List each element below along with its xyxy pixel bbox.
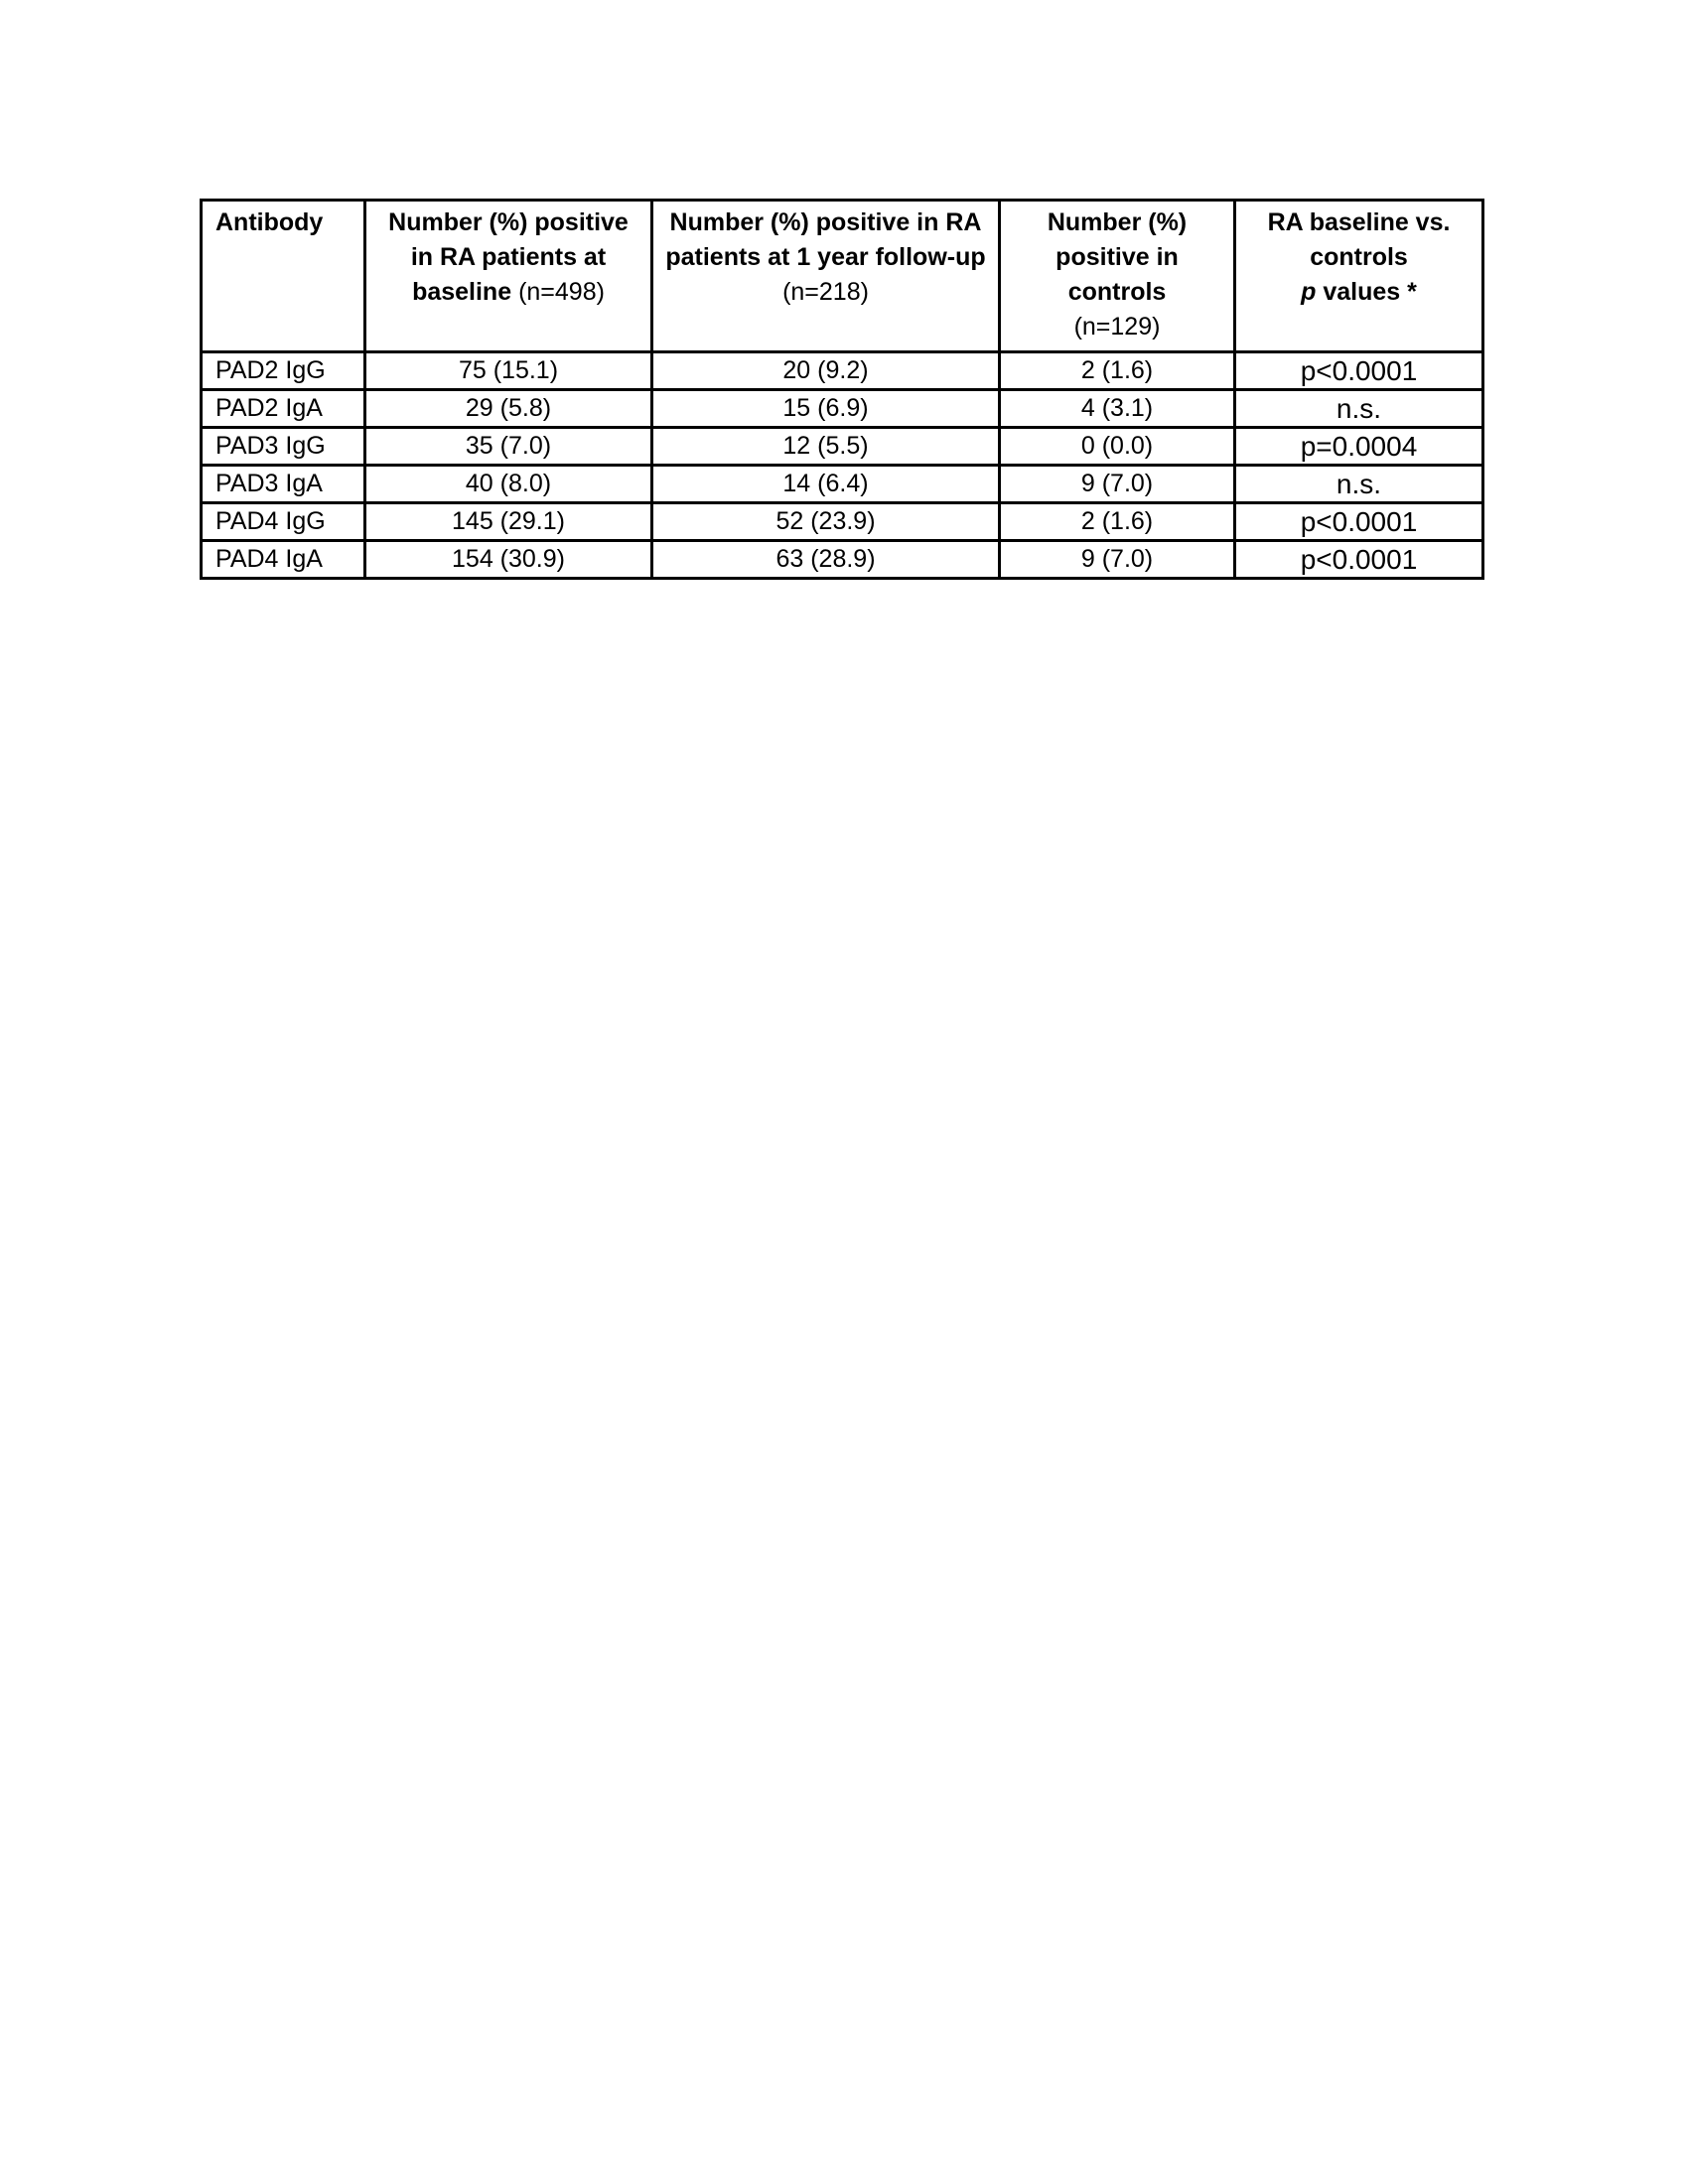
- cell-antibody: PAD3 IgG: [200, 426, 366, 467]
- cell-pvalue: n.s.: [1233, 464, 1484, 504]
- cell-baseline: 29 (5.8): [363, 388, 653, 429]
- table-row: PAD3 IgA 40 (8.0) 14 (6.4) 9 (7.0) n.s.: [200, 464, 1484, 504]
- baseline-value: 29 (5.8): [465, 394, 552, 422]
- p-value: p=0.0004: [1300, 430, 1418, 462]
- p-value: n.s.: [1336, 468, 1382, 499]
- header-pvalues-line2: controls: [1310, 243, 1408, 271]
- controls-value: 2 (1.6): [1080, 356, 1154, 384]
- cell-pvalue: n.s.: [1233, 388, 1484, 429]
- header-antibody-label: Antibody: [215, 208, 324, 236]
- cell-controls: 2 (1.6): [998, 350, 1236, 391]
- cell-antibody: PAD2 IgG: [200, 350, 366, 391]
- baseline-value: 75 (15.1): [458, 356, 559, 384]
- cell-followup: 12 (5.5): [650, 426, 1001, 467]
- table-row: PAD4 IgA 154 (30.9) 63 (28.9) 9 (7.0) p<…: [200, 539, 1484, 580]
- cell-followup: 52 (23.9): [650, 501, 1001, 542]
- cell-baseline: 154 (30.9): [363, 539, 653, 580]
- column-header-controls: Number (%) positive in controls (n=129): [998, 199, 1236, 353]
- column-header-pvalues: RA baseline vs. controls p values *: [1233, 199, 1484, 353]
- cell-controls: 9 (7.0): [998, 539, 1236, 580]
- table-row: PAD2 IgA 29 (5.8) 15 (6.9) 4 (3.1) n.s.: [200, 388, 1484, 429]
- followup-value: 63 (28.9): [775, 545, 876, 573]
- header-controls-n-count: (n=129): [1073, 313, 1161, 341]
- followup-value: 14 (6.4): [782, 470, 869, 497]
- controls-value: 9 (7.0): [1080, 545, 1154, 573]
- cell-baseline: 40 (8.0): [363, 464, 653, 504]
- header-pvalues-line1: RA baseline vs.: [1267, 208, 1451, 236]
- antibody-label: PAD2 IgG: [215, 356, 326, 384]
- cell-followup: 14 (6.4): [650, 464, 1001, 504]
- cell-antibody: PAD3 IgA: [200, 464, 366, 504]
- header-baseline-line1: Number (%) positive: [388, 208, 629, 236]
- controls-value: 0 (0.0): [1080, 432, 1154, 460]
- cell-baseline: 145 (29.1): [363, 501, 653, 542]
- cell-antibody: PAD2 IgA: [200, 388, 366, 429]
- cell-followup: 20 (9.2): [650, 350, 1001, 391]
- cell-followup: 63 (28.9): [650, 539, 1001, 580]
- table-row: PAD4 IgG 145 (29.1) 52 (23.9) 2 (1.6) p<…: [200, 501, 1484, 542]
- antibody-label: PAD3 IgA: [215, 470, 323, 497]
- antibody-label: PAD4 IgG: [215, 507, 326, 535]
- cell-controls: 0 (0.0): [998, 426, 1236, 467]
- cell-baseline: 35 (7.0): [363, 426, 653, 467]
- p-value: p<0.0001: [1300, 543, 1418, 575]
- header-controls-line2: positive in: [1055, 243, 1179, 271]
- header-followup-n-count: (n=218): [782, 278, 869, 306]
- baseline-value: 40 (8.0): [465, 470, 552, 497]
- cell-controls: 2 (1.6): [998, 501, 1236, 542]
- cell-antibody: PAD4 IgG: [200, 501, 366, 542]
- cell-followup: 15 (6.9): [650, 388, 1001, 429]
- header-controls-line3: controls: [1067, 278, 1167, 306]
- baseline-value: 145 (29.1): [452, 507, 565, 535]
- p-value: p<0.0001: [1300, 354, 1418, 386]
- cell-antibody: PAD4 IgA: [200, 539, 366, 580]
- controls-value: 2 (1.6): [1080, 507, 1154, 535]
- header-controls-line1: Number (%): [1047, 208, 1188, 236]
- followup-value: 12 (5.5): [782, 432, 869, 460]
- cell-pvalue: p<0.0001: [1233, 501, 1484, 542]
- column-header-baseline: Number (%) positive in RA patients at ba…: [363, 199, 653, 353]
- baseline-value: 35 (7.0): [465, 432, 552, 460]
- p-value: p<0.0001: [1300, 505, 1418, 537]
- antibody-label: PAD4 IgA: [215, 545, 323, 573]
- header-baseline-line3-bold: baseline: [412, 278, 512, 306]
- p-value: n.s.: [1336, 392, 1382, 424]
- header-followup-line2: patients at 1 year follow-up: [665, 243, 986, 271]
- table-row: PAD3 IgG 35 (7.0) 12 (5.5) 0 (0.0) p=0.0…: [200, 426, 1484, 467]
- cell-pvalue: p<0.0001: [1233, 350, 1484, 391]
- controls-value: 9 (7.0): [1080, 470, 1154, 497]
- column-header-antibody: Antibody: [200, 199, 366, 353]
- cell-controls: 4 (3.1): [998, 388, 1236, 429]
- cell-pvalue: p<0.0001: [1233, 539, 1484, 580]
- header-baseline-n-count: (n=498): [511, 278, 605, 306]
- cell-pvalue: p=0.0004: [1233, 426, 1484, 467]
- header-pvalues-p-symbol: p: [1301, 278, 1317, 306]
- cell-controls: 9 (7.0): [998, 464, 1236, 504]
- header-row: Antibody Number (%) positive in RA patie…: [200, 199, 1484, 353]
- antibody-label: PAD2 IgA: [215, 394, 323, 422]
- antibody-label: PAD3 IgG: [215, 432, 326, 460]
- table-row: PAD2 IgG 75 (15.1) 20 (9.2) 2 (1.6) p<0.…: [200, 350, 1484, 391]
- header-followup-line1: Number (%) positive in RA: [669, 208, 982, 236]
- baseline-value: 154 (30.9): [452, 545, 565, 573]
- followup-value: 52 (23.9): [775, 507, 876, 535]
- controls-value: 4 (3.1): [1080, 394, 1154, 422]
- followup-value: 15 (6.9): [782, 394, 869, 422]
- cell-baseline: 75 (15.1): [363, 350, 653, 391]
- column-header-followup: Number (%) positive in RA patients at 1 …: [650, 199, 1001, 353]
- followup-value: 20 (9.2): [782, 356, 869, 384]
- header-pvalues-line3-rest: values *: [1316, 278, 1417, 306]
- header-baseline-line2: in RA patients at: [410, 243, 607, 271]
- antibody-results-table: Antibody Number (%) positive in RA patie…: [200, 199, 1484, 580]
